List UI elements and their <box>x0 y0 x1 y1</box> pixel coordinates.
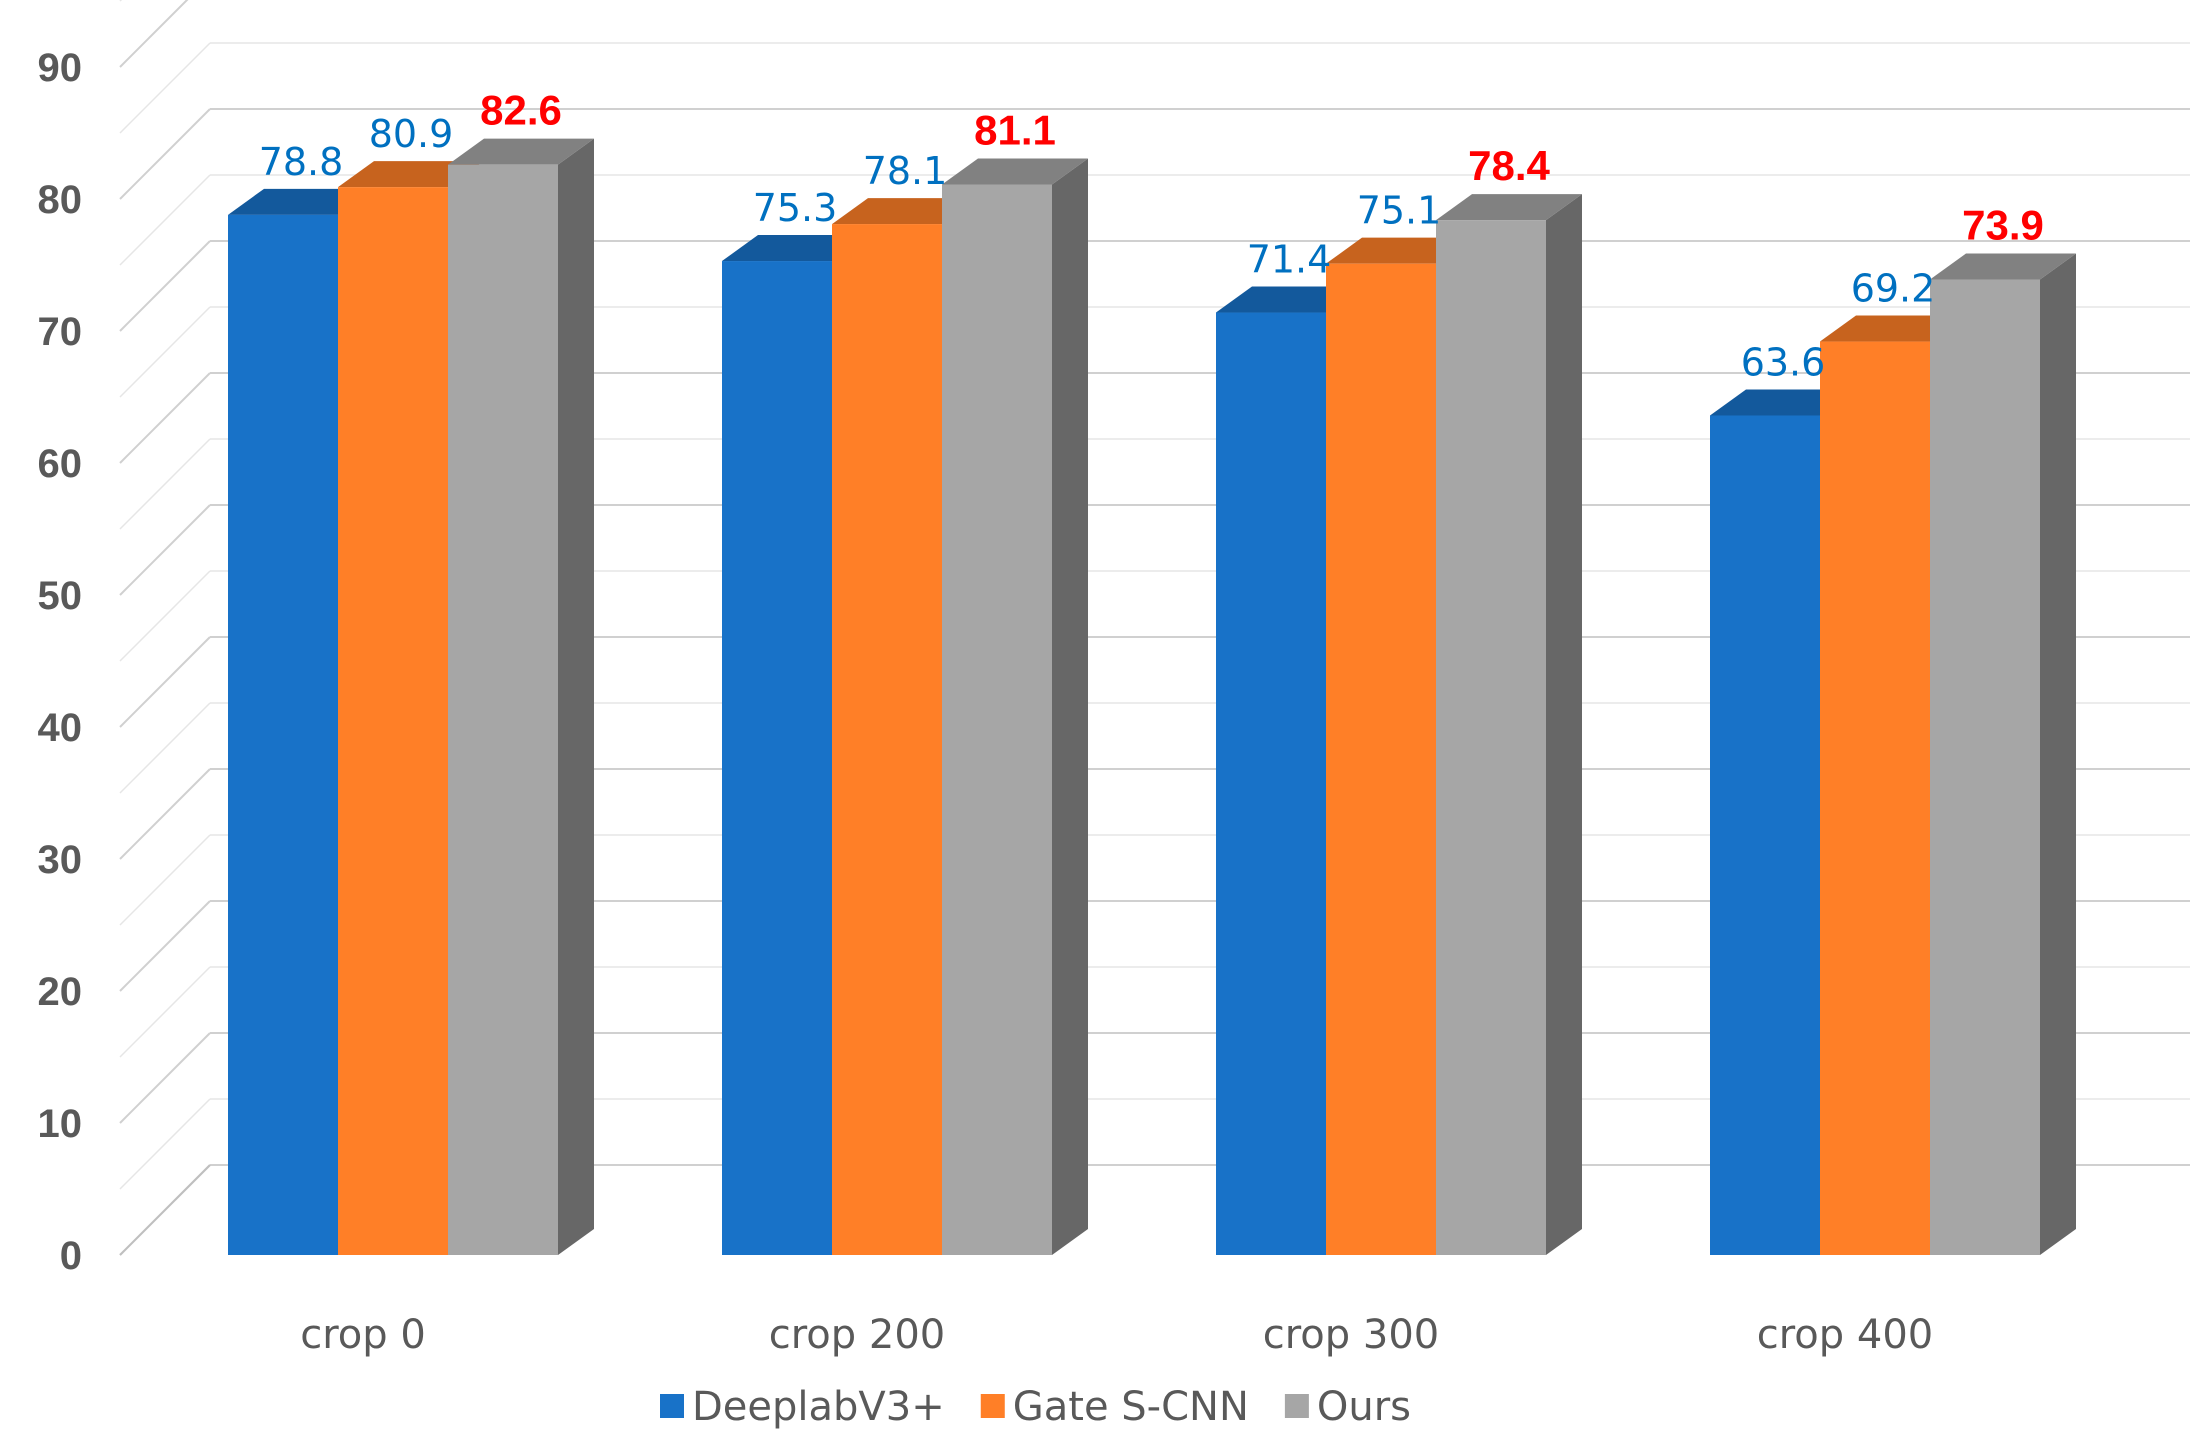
bar <box>942 184 1052 1256</box>
data-label: 80.9 <box>369 112 454 156</box>
data-label: 81.1 <box>974 106 1056 153</box>
gridline-depth <box>119 1032 211 1124</box>
bar <box>448 164 558 1256</box>
gridline-depth <box>119 966 211 1058</box>
bar-top <box>1436 194 1582 221</box>
bar <box>832 224 942 1256</box>
bar <box>1436 220 1546 1255</box>
bar <box>1820 341 1930 1255</box>
data-label: 78.8 <box>259 140 344 184</box>
y-tick-label: 0 <box>60 1234 82 1278</box>
bar <box>228 214 338 1256</box>
data-label: 78.4 <box>1468 142 1550 189</box>
chart-legend: DeeplabV3+ Gate S-CNN Ours <box>660 1384 1411 1430</box>
bar-top <box>1326 237 1472 264</box>
bar <box>1326 263 1436 1255</box>
legend-label: DeeplabV3+ <box>692 1384 945 1430</box>
legend-label: Gate S-CNN <box>1013 1384 1249 1430</box>
y-tick-label: 90 <box>38 46 83 90</box>
data-label: 69.2 <box>1851 267 1936 311</box>
bar-top <box>832 198 978 225</box>
data-label: 73.9 <box>1962 202 2044 249</box>
bar-side <box>1052 158 1088 1256</box>
gridline-depth <box>119 1098 211 1190</box>
bar <box>338 187 448 1255</box>
y-axis: 0 10 20 30 40 50 60 70 80 90 <box>38 46 83 1278</box>
x-tick-label: crop 0 <box>300 1312 426 1358</box>
chart-bars <box>228 138 2076 1256</box>
gridline-depth <box>119 240 211 332</box>
bar <box>722 261 832 1255</box>
gridline-depth <box>119 0 189 68</box>
x-tick-label: crop 200 <box>769 1312 945 1358</box>
legend-swatch <box>1284 1394 1309 1418</box>
data-label: 78.1 <box>863 149 948 193</box>
bar-top <box>338 161 484 188</box>
gridline-depth <box>119 636 211 728</box>
y-tick-label: 70 <box>38 310 83 354</box>
data-label: 63.6 <box>1741 340 1826 384</box>
bar-top <box>228 188 374 215</box>
bar-side <box>2040 253 2076 1255</box>
gridline-depth <box>119 900 211 992</box>
data-label: 75.3 <box>753 186 838 230</box>
y-tick-label: 20 <box>38 970 83 1014</box>
gridline-depth <box>119 42 211 134</box>
gridline-depth <box>119 108 211 200</box>
data-label: 75.1 <box>1357 189 1442 233</box>
y-tick-label: 30 <box>38 838 83 882</box>
gridline-depth <box>119 504 211 596</box>
x-tick-label: crop 300 <box>1263 1312 1439 1358</box>
legend-swatch <box>980 1394 1005 1418</box>
gridline-depth <box>119 438 211 530</box>
bar <box>1710 415 1820 1256</box>
gridline-depth <box>119 834 211 926</box>
bar-top <box>942 158 1088 185</box>
legend-label: Ours <box>1317 1384 1411 1430</box>
y-tick-label: 60 <box>38 442 83 486</box>
gridline-depth <box>119 306 211 398</box>
y-tick-label: 40 <box>38 706 83 750</box>
bar <box>1216 312 1326 1255</box>
bar-top <box>1930 253 2076 280</box>
legend-swatch <box>660 1394 684 1418</box>
gridline-depth <box>119 0 123 2</box>
gridline-depth <box>119 174 211 266</box>
bar-top <box>1216 286 1362 313</box>
bar-top <box>1710 389 1856 416</box>
chart-data-labels: 78.8 80.9 82.6 75.3 78.1 81.1 71.4 75.1 78.4 63.6… <box>259 87 2044 385</box>
x-tick-label: crop 400 <box>1757 1312 1933 1358</box>
bar-side <box>558 138 594 1256</box>
gridline-depth <box>119 570 211 662</box>
y-tick-label: 80 <box>38 178 83 222</box>
floor-edge <box>119 1164 211 1256</box>
y-tick-label: 10 <box>38 1102 83 1146</box>
bar-top <box>722 235 868 262</box>
y-tick-label: 50 <box>38 574 83 618</box>
gridline-depth <box>119 768 211 860</box>
x-axis: crop 0 crop 200 crop 300 crop 400 <box>300 1312 1933 1358</box>
bar <box>1930 279 2040 1255</box>
gridline-depth <box>119 702 211 794</box>
bar-side <box>1546 194 1582 1255</box>
data-label: 71.4 <box>1247 238 1332 282</box>
gridline-depth <box>119 372 211 464</box>
data-label: 82.6 <box>480 87 562 134</box>
bar-top <box>448 138 594 165</box>
bar-top <box>1820 315 1966 342</box>
